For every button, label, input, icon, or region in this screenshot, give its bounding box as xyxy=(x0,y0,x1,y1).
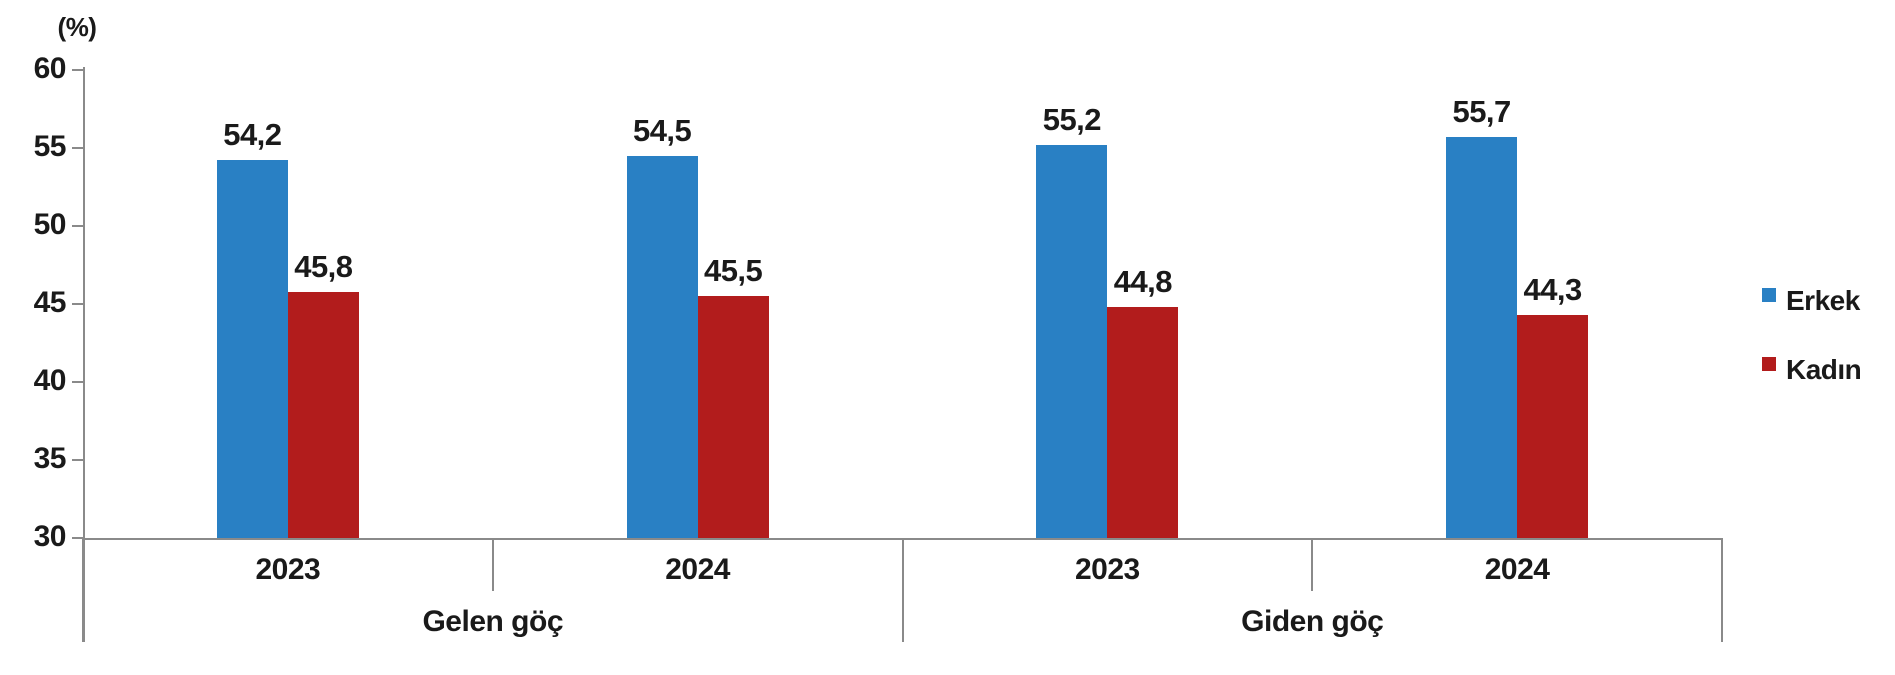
bar-value-label: 54,2 xyxy=(223,117,282,153)
bar-value-label: 45,8 xyxy=(294,248,353,284)
bar-value-label: 44,8 xyxy=(1113,264,1173,300)
bar-value-label: 44,3 xyxy=(1523,271,1582,307)
group-separator-line xyxy=(1721,538,1723,642)
bar-erkek-4 xyxy=(1446,137,1518,538)
legend-swatch-kadın xyxy=(1762,357,1776,371)
y-axis-tick-mark xyxy=(72,147,83,149)
bar-erkek-3 xyxy=(1036,144,1108,538)
y-axis-tick-label: 55 xyxy=(33,130,67,163)
y-axis-tick-label: 30 xyxy=(33,520,67,553)
legend-label-kadın: Kadın xyxy=(1786,354,1862,385)
year-label: 2023 xyxy=(1075,553,1140,586)
legend-swatch-erkek xyxy=(1762,288,1776,302)
category-separator-line xyxy=(491,538,494,591)
group-separator-line xyxy=(82,538,84,642)
year-label: 2023 xyxy=(255,553,321,586)
y-axis-tick-mark xyxy=(72,459,83,461)
group-separator-line xyxy=(901,538,904,642)
bar-kadın-4 xyxy=(1517,314,1589,538)
y-axis-tick-mark xyxy=(72,381,83,383)
y-axis-tick-mark xyxy=(72,69,83,71)
y-axis-tick-mark xyxy=(72,225,83,227)
group-label: Gelen göç xyxy=(422,605,564,638)
bar-value-label: 54,5 xyxy=(632,112,692,148)
year-label: 2024 xyxy=(1484,553,1550,586)
bar-value-label: 55,2 xyxy=(1042,101,1102,137)
y-axis-tick-mark xyxy=(72,537,83,539)
bar-kadın-3 xyxy=(1107,307,1179,538)
bar-value-label: 55,7 xyxy=(1452,94,1511,130)
y-axis-tick-label: 40 xyxy=(33,364,67,397)
y-axis-unit-label: (%) xyxy=(57,12,97,42)
y-axis-tick-label: 45 xyxy=(33,286,67,319)
category-separator-line xyxy=(1311,538,1314,591)
bar-erkek-1 xyxy=(216,160,288,538)
y-axis-tick-label: 60 xyxy=(33,52,67,85)
bar-kadın-2 xyxy=(697,296,769,538)
legend-label-erkek: Erkek xyxy=(1786,285,1860,316)
bar-kadın-1 xyxy=(287,291,359,538)
y-axis-tick-label: 50 xyxy=(33,208,67,241)
y-axis-line xyxy=(83,67,85,642)
bar-erkek-2 xyxy=(626,155,698,538)
y-axis-tick-mark xyxy=(72,303,83,305)
group-label: Giden göç xyxy=(1241,605,1384,638)
y-axis-tick-label: 35 xyxy=(33,442,67,475)
bar-value-label: 45,5 xyxy=(703,253,763,289)
year-label: 2024 xyxy=(665,553,730,586)
